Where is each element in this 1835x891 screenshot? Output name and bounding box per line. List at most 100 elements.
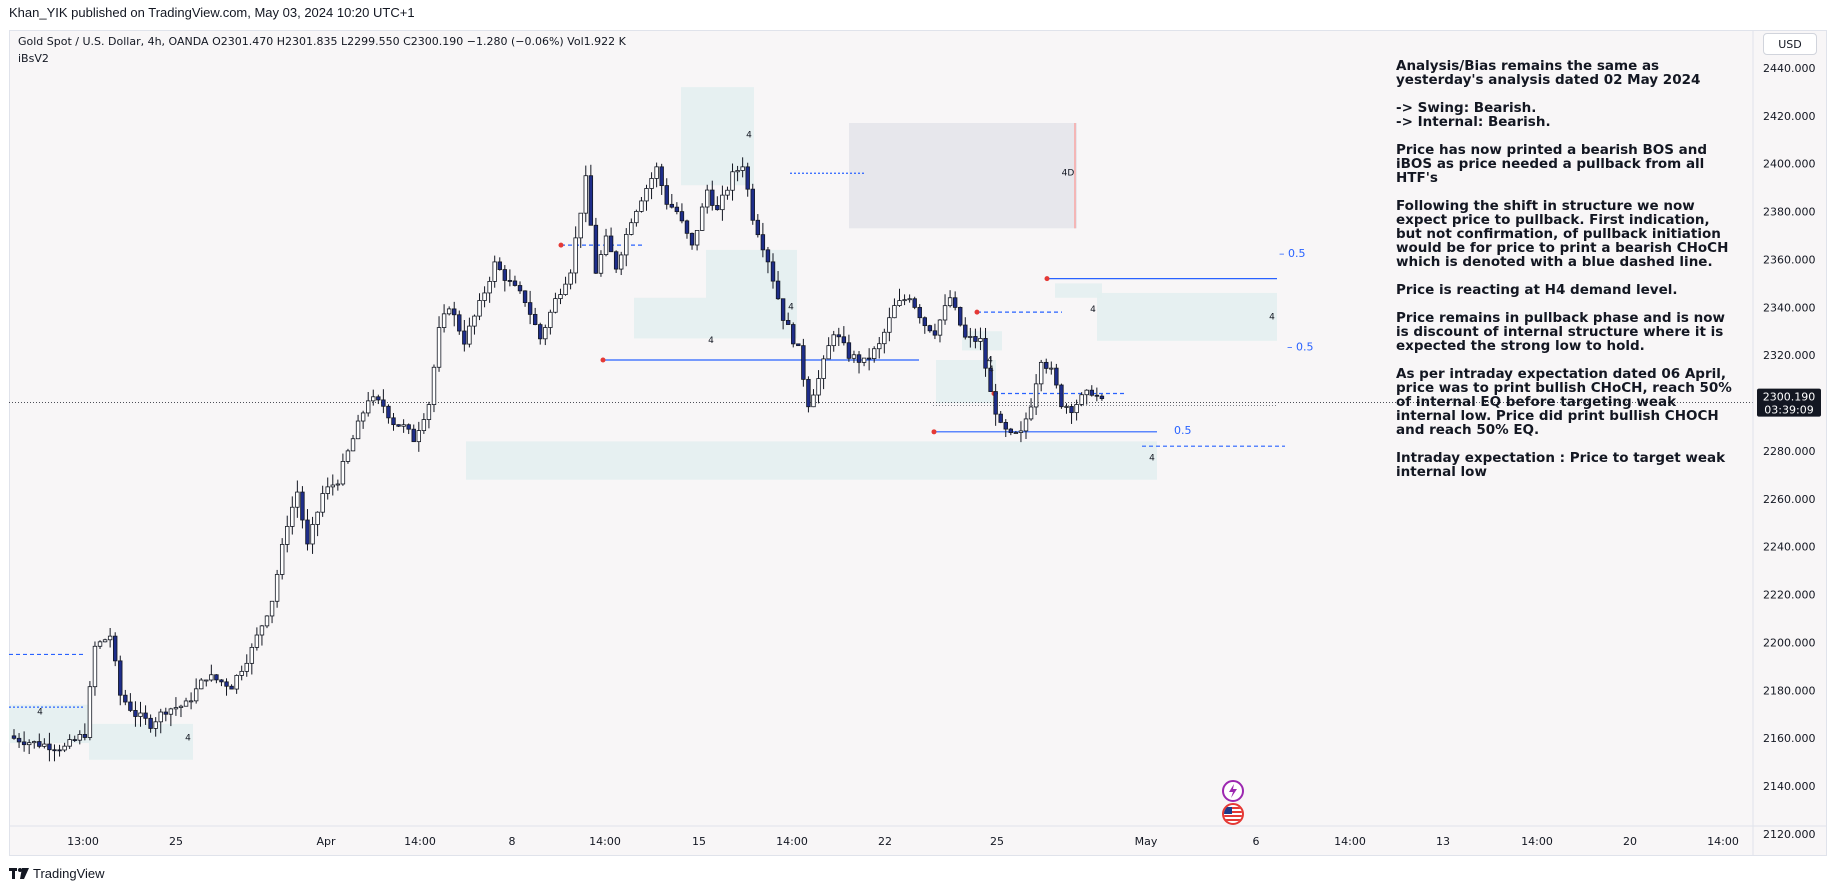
candle-body (1074, 404, 1079, 414)
candle-body (922, 317, 927, 327)
bearish-candle (163, 707, 168, 722)
analysis-paragraph: Intraday expectation : Price to target w… (1396, 450, 1726, 480)
candle-body (770, 261, 776, 282)
bullish-candle (355, 414, 361, 440)
candle-body (624, 234, 629, 256)
candle-body (62, 745, 67, 751)
candle-body (993, 391, 998, 415)
indicator-name[interactable]: iBsV2 (18, 52, 49, 65)
candle-body (209, 674, 214, 681)
bearish-candle (386, 404, 391, 424)
bearish-candle (791, 322, 796, 348)
candle-body (740, 166, 745, 171)
bullish-candle (340, 453, 346, 486)
bearish-candle (952, 291, 958, 311)
bearish-candle (538, 322, 543, 345)
tradingview-logo-text: TradingView (33, 866, 105, 881)
time-tick-label: 14:00 (1521, 835, 1553, 848)
bullish-candle (1074, 399, 1079, 421)
last-price-badge (1757, 388, 1821, 417)
bearish-candle (674, 202, 680, 215)
last-price-label: 2300.190 (1763, 391, 1816, 404)
bullish-candle (436, 316, 442, 372)
bullish-candle (1013, 430, 1019, 435)
us-flag-icon[interactable] (1222, 803, 1244, 825)
candle-body (67, 739, 72, 747)
candle-body (285, 526, 290, 545)
candle-body (872, 348, 877, 359)
bearish-candle (118, 655, 123, 706)
candle-body (264, 615, 270, 627)
candle-body (482, 292, 487, 301)
candle-body (472, 315, 477, 327)
bearish-candle (608, 227, 614, 253)
bullish-candle (269, 600, 275, 624)
bearish-candle (765, 246, 771, 274)
publisher-caption: Khan_YIK published on TradingView.com, M… (9, 5, 415, 20)
bullish-candle (401, 419, 406, 433)
bullish-candle (426, 401, 432, 429)
candle-body (21, 741, 27, 746)
bullish-candle (654, 162, 659, 188)
bearish-candle (502, 265, 508, 292)
candle-body (234, 675, 239, 690)
candle-body (689, 232, 695, 246)
bearish-candle (775, 271, 781, 300)
price-tick-label: 2320.000 (1763, 349, 1816, 362)
swing-point-marker (558, 242, 564, 248)
bearish-candle (593, 217, 599, 274)
zone-label: 4 (987, 355, 993, 365)
symbol-ohlc-legend[interactable]: Gold Spot / U.S. Dollar, 4h, OANDA O2301… (18, 35, 626, 48)
bullish-candle (851, 350, 857, 363)
zone-label: 4 (708, 336, 714, 346)
candle-body (654, 166, 659, 179)
currency-button[interactable]: USD (1763, 33, 1817, 55)
analysis-paragraph: Following the shift in structure we now … (1396, 198, 1729, 270)
candle-body (193, 688, 199, 702)
candle-body (583, 175, 588, 214)
candle-body (1089, 389, 1094, 396)
candle-body (163, 711, 168, 715)
bullish-candle (416, 421, 421, 452)
bullish-candle (168, 707, 174, 727)
candle-body (406, 424, 411, 430)
order-block-zone (1055, 283, 1102, 298)
bullish-candle (158, 708, 163, 734)
candle-body (26, 742, 32, 746)
bullish-candle (467, 317, 472, 348)
zone-label: 4 (746, 130, 752, 140)
bullish-candle (937, 319, 943, 343)
bullish-candle (583, 165, 588, 223)
candle-body (1008, 428, 1014, 433)
bearish-candle (836, 327, 841, 347)
bearish-candle (770, 253, 776, 289)
candle-body (37, 741, 42, 747)
bearish-candle (143, 705, 148, 725)
bullish-candle (887, 307, 892, 342)
bullish-candle (371, 389, 376, 406)
bullish-candle (274, 569, 280, 608)
bullish-candle (26, 739, 32, 755)
lightning-icon[interactable] (1222, 780, 1244, 802)
bearish-candle (684, 219, 690, 239)
bullish-candle (826, 337, 831, 360)
candle-body (467, 325, 472, 345)
candle-body (376, 396, 381, 401)
candle-body (113, 635, 118, 662)
bearish-candle (47, 732, 52, 762)
candle-body (1094, 394, 1100, 397)
analysis-paragraph: As per intraday expectation dated 06 Apr… (1396, 366, 1732, 438)
bullish-candle (77, 730, 82, 745)
bullish-candle (472, 314, 477, 335)
candle-body (57, 749, 62, 752)
bearish-candle (932, 323, 938, 340)
candle-body (330, 484, 335, 488)
order-block-zone (1097, 292, 1277, 341)
bearish-candle (522, 290, 528, 307)
candle-body (1059, 384, 1064, 408)
candle-body (831, 334, 836, 347)
candle-body (684, 220, 690, 234)
bullish-candle (487, 276, 492, 303)
time-tick-label: 20 (1623, 835, 1637, 848)
